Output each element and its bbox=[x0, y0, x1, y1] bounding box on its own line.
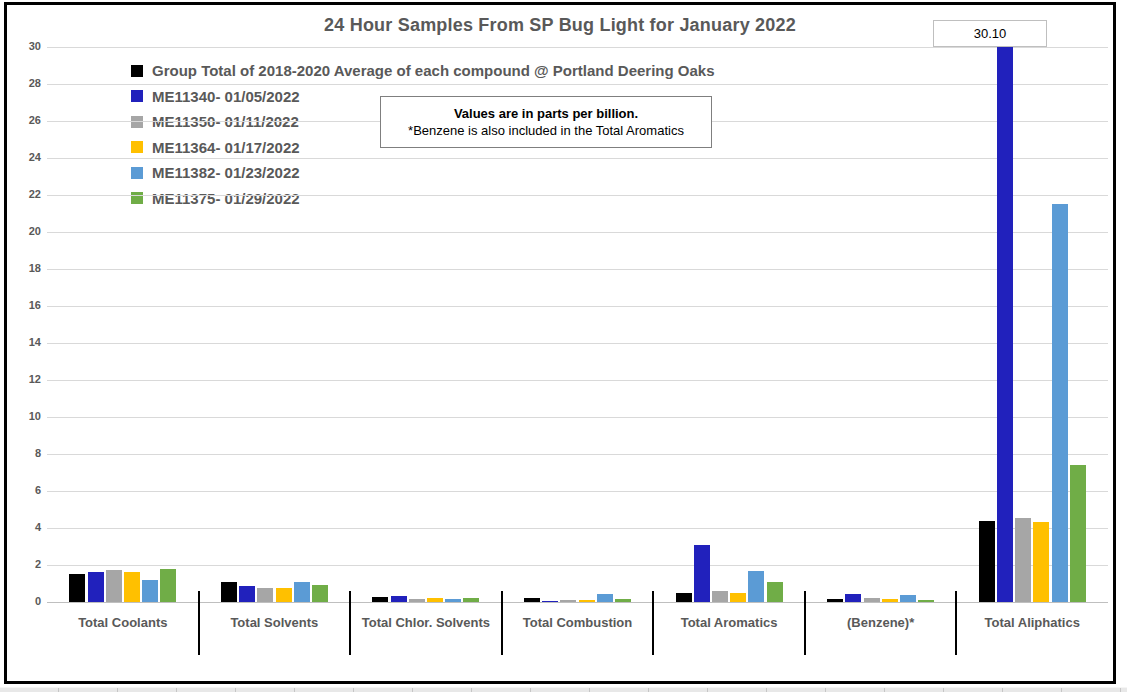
note-line-2: *Benzene is also included in the Total A… bbox=[381, 123, 711, 138]
bar-total-solvents-s2 bbox=[257, 588, 273, 602]
ytick-label-14: 14 bbox=[7, 336, 41, 348]
gridline-y18 bbox=[47, 269, 1108, 270]
note-line-1: Values are in parts per billion. bbox=[381, 106, 711, 121]
gridline-y0 bbox=[47, 602, 1108, 603]
gridline-y30 bbox=[47, 47, 1108, 48]
bar-total-chlor-solvents-s0 bbox=[372, 597, 388, 602]
bar-total-chlor-solvents-s3 bbox=[427, 598, 443, 602]
bar-total-solvents-s1 bbox=[239, 586, 255, 602]
gridline-y10 bbox=[47, 417, 1108, 418]
bar-total-aromatics-s0 bbox=[676, 593, 692, 602]
gridline-y14 bbox=[47, 343, 1108, 344]
bar-total-coolants-s1 bbox=[88, 572, 104, 602]
bar-total-chlor-solvents-s1 bbox=[391, 596, 407, 602]
bar-total-chlor-solvents-s5 bbox=[463, 598, 479, 602]
bar-total-chlor-solvents-s2 bbox=[409, 599, 425, 602]
bar-total-aromatics-s4 bbox=[748, 571, 764, 602]
bar-total-coolants-s3 bbox=[124, 572, 140, 602]
bar-total-aromatics-s3 bbox=[730, 593, 746, 602]
chart-frame: 24 Hour Samples From SP Bug Light for Ja… bbox=[4, 2, 1116, 684]
ytick-label-16: 16 bbox=[7, 299, 41, 311]
bar-total-aliphatics-s4 bbox=[1052, 204, 1068, 602]
bar-total-combustion-s5 bbox=[615, 599, 631, 602]
bar-total-aromatics-s2 bbox=[712, 591, 728, 602]
gridline-y12 bbox=[47, 380, 1108, 381]
max-value-label: 30.10 bbox=[933, 20, 1047, 47]
bar-total-combustion-s4 bbox=[597, 594, 613, 602]
bar-total-combustion-s1 bbox=[542, 601, 558, 602]
bar-total-combustion-s0 bbox=[524, 598, 540, 602]
gridline-y16 bbox=[47, 306, 1108, 307]
bar-total-combustion-s3 bbox=[579, 600, 595, 602]
category-label-1: Total Coolants bbox=[47, 615, 199, 630]
gridline-y8 bbox=[47, 454, 1108, 455]
ytick-label-6: 6 bbox=[7, 484, 41, 496]
bar--benzene--s3 bbox=[882, 599, 898, 602]
category-label-5: Total Aromatics bbox=[653, 615, 805, 630]
bar-total-coolants-s5 bbox=[160, 569, 176, 602]
bar-total-aliphatics-s0 bbox=[979, 521, 995, 602]
category-label-7: Total Aliphatics bbox=[956, 615, 1108, 630]
gridline-y2 bbox=[47, 565, 1108, 566]
gridline-y28 bbox=[47, 84, 1108, 85]
bar-total-aliphatics-s1 bbox=[997, 47, 1013, 602]
bar-total-combustion-s2 bbox=[560, 600, 576, 602]
category-label-2: Total Solvents bbox=[199, 615, 351, 630]
bar-total-aromatics-s5 bbox=[767, 582, 783, 602]
ytick-label-10: 10 bbox=[7, 410, 41, 422]
bar-total-aliphatics-s3 bbox=[1033, 522, 1049, 602]
bar-total-coolants-s0 bbox=[69, 574, 85, 602]
bar--benzene--s1 bbox=[845, 594, 861, 602]
ytick-label-12: 12 bbox=[7, 373, 41, 385]
gridline-y4 bbox=[47, 528, 1108, 529]
category-label-4: Total Combustion bbox=[502, 615, 654, 630]
gridline-y22 bbox=[47, 195, 1108, 196]
worksheet-strip bbox=[0, 687, 1127, 692]
bar-total-aliphatics-s2 bbox=[1015, 518, 1031, 602]
gridline-y24 bbox=[47, 158, 1108, 159]
category-label-6: (Benzene)* bbox=[805, 615, 957, 630]
bar-total-aliphatics-s5 bbox=[1070, 465, 1086, 602]
ytick-label-26: 26 bbox=[7, 114, 41, 126]
ytick-label-4: 4 bbox=[7, 521, 41, 533]
ytick-label-28: 28 bbox=[7, 77, 41, 89]
ytick-label-30: 30 bbox=[7, 40, 41, 52]
bar-total-coolants-s2 bbox=[106, 570, 122, 602]
ytick-label-20: 20 bbox=[7, 225, 41, 237]
category-label-3: Total Chlor. Solvents bbox=[350, 615, 502, 630]
ytick-label-24: 24 bbox=[7, 151, 41, 163]
bar-total-solvents-s4 bbox=[294, 582, 310, 602]
bar--benzene--s0 bbox=[827, 599, 843, 602]
gridline-y20 bbox=[47, 232, 1108, 233]
bar-total-solvents-s3 bbox=[276, 588, 292, 602]
bar-total-chlor-solvents-s4 bbox=[445, 599, 461, 602]
ytick-label-18: 18 bbox=[7, 262, 41, 274]
ytick-label-0: 0 bbox=[7, 595, 41, 607]
bar-total-aromatics-s1 bbox=[694, 545, 710, 602]
bar-total-coolants-s4 bbox=[142, 580, 158, 602]
ytick-label-22: 22 bbox=[7, 188, 41, 200]
ytick-label-2: 2 bbox=[7, 558, 41, 570]
bar-total-solvents-s5 bbox=[312, 585, 328, 602]
bar--benzene--s5 bbox=[918, 600, 934, 602]
gridline-y6 bbox=[47, 491, 1108, 492]
bar--benzene--s2 bbox=[864, 598, 880, 602]
ytick-label-8: 8 bbox=[7, 447, 41, 459]
note-box: Values are in parts per billion. *Benzen… bbox=[380, 96, 712, 148]
bar--benzene--s4 bbox=[900, 595, 916, 602]
bar-total-solvents-s0 bbox=[221, 582, 237, 602]
